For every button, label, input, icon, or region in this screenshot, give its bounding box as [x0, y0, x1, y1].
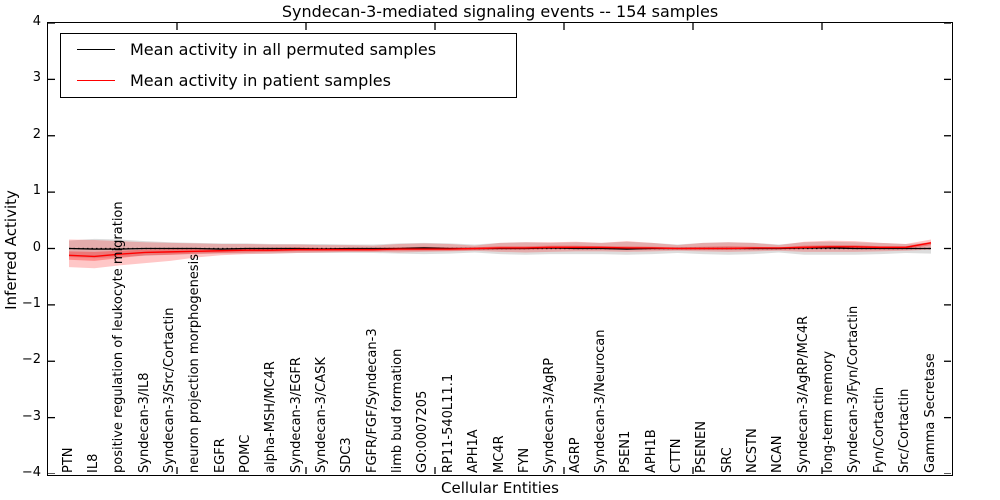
y-tick-label: 1	[32, 183, 41, 199]
x-category-label: Src/Cortactin	[897, 388, 913, 473]
patient-mean-line	[68, 242, 932, 258]
x-category-label: PSENEN	[694, 421, 710, 473]
x-category-label: GO:0007205	[415, 390, 431, 473]
x-category-label: EGFR	[212, 438, 228, 473]
x-category-label: APH1B	[643, 429, 659, 473]
y-tick-label: 0	[32, 239, 41, 255]
x-category-label: IL8	[85, 453, 101, 473]
x-category-label: neuron projection morphogenesis	[187, 254, 203, 473]
chart-title: Syndecan-3-mediated signaling events -- …	[281, 2, 719, 21]
y-tick-label: −4	[21, 465, 41, 480]
plot-canvas	[48, 23, 951, 474]
x-category-label: alpha-MSH/MC4R	[263, 361, 279, 473]
x-category-label: Syndecan-3/Fyn/Cortactin	[846, 305, 862, 473]
x-category-label: Syndecan-3/CASK	[314, 357, 330, 473]
x-category-label: PSEN1	[618, 430, 634, 473]
x-category-label: FGFR/FGF/Syndecan-3	[364, 328, 380, 473]
x-category-label: long-term memory	[821, 350, 837, 473]
patient-range-inner-band	[69, 241, 931, 261]
x-category-label: positive regulation of leukocyte migrati…	[111, 201, 127, 473]
x-category-label: Syndecan-3/IL8	[136, 372, 152, 473]
x-category-label: SRC	[719, 447, 735, 473]
x-category-label: SDC3	[339, 437, 355, 473]
legend-entry-patient: Mean activity in patient samples	[61, 65, 516, 96]
x-category-label: Syndecan-3/EGFR	[288, 357, 304, 473]
y-tick-label: 4	[32, 14, 41, 29]
x-category-label: AGRP	[567, 437, 583, 473]
patient-line-swatch	[77, 80, 115, 81]
legend-label-permuted: Mean activity in all permuted samples	[130, 40, 437, 59]
y-tick-label: −3	[21, 408, 41, 424]
x-category-label: NCAN	[770, 435, 786, 473]
x-category-label: RP11-540L11.1	[440, 373, 456, 473]
y-tick-label: 3	[32, 70, 41, 86]
y-tick-label: −2	[21, 352, 41, 368]
x-category-label: NCSTN	[745, 428, 761, 473]
x-category-label: APH1A	[466, 429, 482, 473]
x-category-label: MC4R	[491, 435, 507, 473]
legend-entry-permuted: Mean activity in all permuted samples	[61, 34, 516, 65]
x-category-label: CTTN	[668, 438, 684, 473]
x-category-label: Syndecan-3/AgRP/MC4R	[795, 315, 811, 473]
patient-range-outer-band	[69, 239, 931, 269]
x-category-label: POMC	[237, 434, 253, 473]
x-axis-title: Cellular Entities	[441, 479, 559, 497]
legend-label-patient: Mean activity in patient samples	[130, 71, 391, 90]
x-category-label: Gamma Secretase	[922, 353, 938, 473]
permuted-line-swatch	[77, 49, 115, 50]
x-category-label: PTN	[60, 447, 76, 473]
legend: Mean activity in all permuted samples Me…	[60, 33, 517, 98]
x-category-label: Syndecan-3/AgRP	[542, 357, 558, 473]
x-category-label: limb bud formation	[390, 348, 406, 473]
x-category-label: Fyn/Cortactin	[871, 386, 887, 473]
x-category-label: Syndecan-3/Src/Cortactin	[161, 307, 177, 473]
y-tick-label: −1	[21, 295, 41, 311]
x-category-label: FYN	[516, 447, 532, 473]
y-tick-label: 2	[32, 126, 41, 142]
x-category-label: Syndecan-3/Neurocan	[592, 329, 608, 473]
